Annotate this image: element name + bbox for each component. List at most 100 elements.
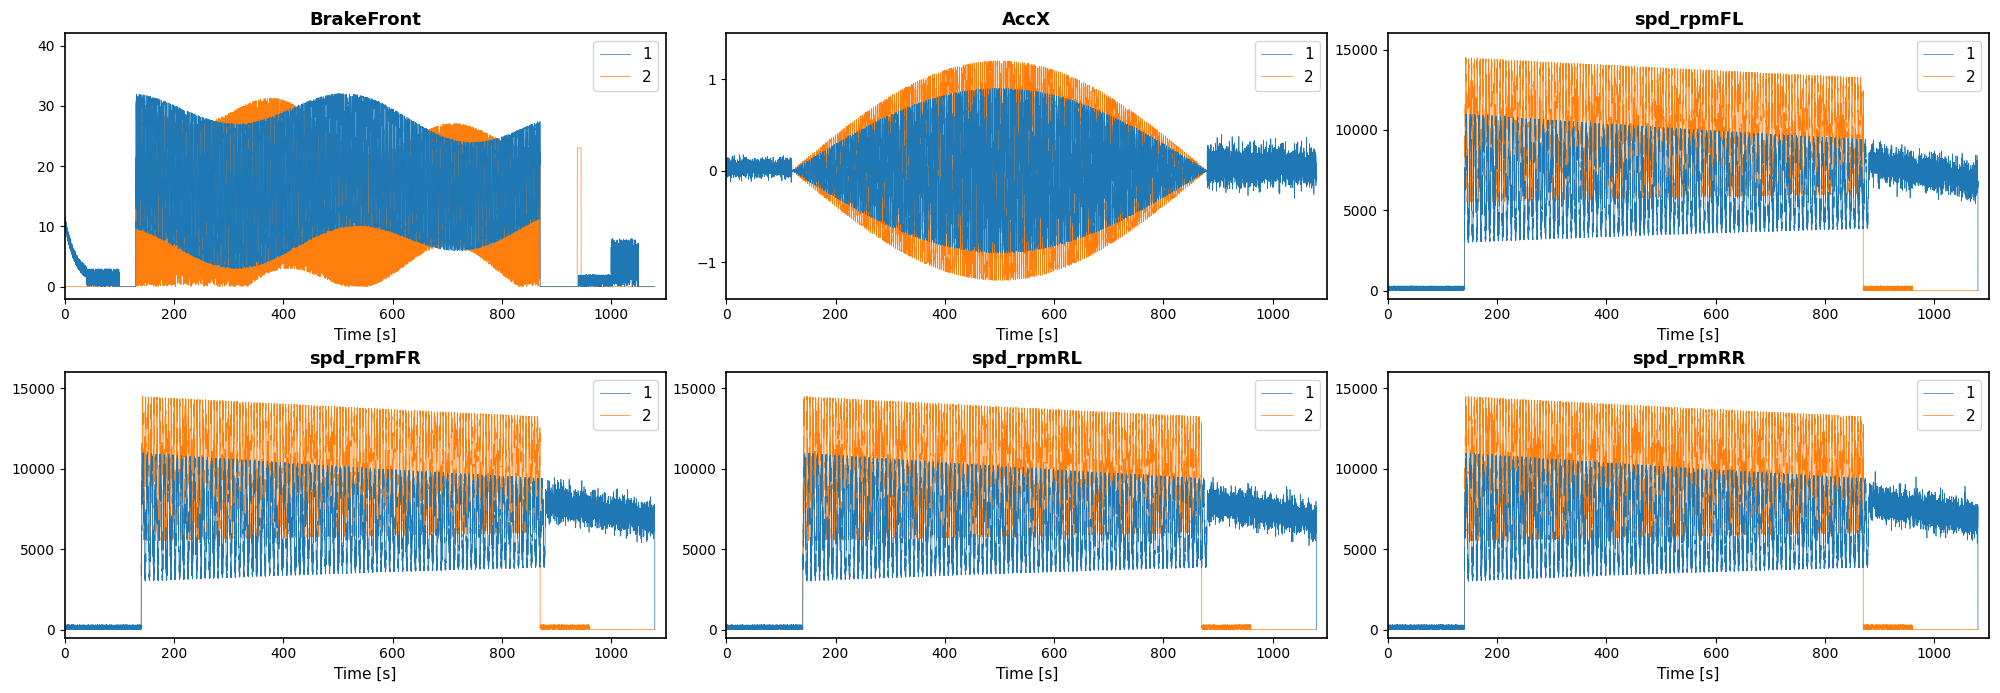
Legend: 1, 2: 1, 2 [1916,41,1982,91]
1 [1906,174,1930,182]
Title: AccX: AccX [1002,11,1052,29]
1 [132,448,156,457]
1 [1888,504,1912,512]
1 [1296,168,1320,177]
2 [1906,286,1930,295]
2 [1304,166,1328,175]
Line: 1: 1 [726,88,1316,253]
1 [430,566,454,574]
2 [1304,166,1328,175]
Legend: 1, 2: 1, 2 [1256,41,1320,91]
1 [1906,500,1930,509]
2 [1966,286,1990,295]
1 [1244,499,1268,507]
2 [582,625,606,633]
X-axis label: Time [s]: Time [s] [996,667,1058,682]
1 [1888,152,1912,160]
1 [1376,283,1400,291]
2 [430,516,454,524]
2 [714,624,738,633]
Line: 1: 1 [1388,453,1978,629]
1 [582,271,606,279]
2 [1888,624,1912,632]
X-axis label: Time [s]: Time [s] [334,667,396,682]
2 [980,114,1004,122]
2 [52,283,76,291]
2 [642,283,666,291]
1 [992,249,1016,257]
1 [566,491,590,500]
1 [318,550,342,559]
2 [1966,625,1990,633]
2 [1454,392,1478,401]
1 [1304,160,1328,168]
2 [1964,625,1988,633]
1 [52,218,76,226]
Line: 1: 1 [726,453,1316,629]
2 [578,625,602,633]
Line: 1: 1 [1388,114,1978,290]
1 [714,163,738,171]
2 [1642,191,1666,199]
2 [258,94,282,102]
1 [430,135,454,143]
1 [1454,110,1478,119]
1 [318,103,342,112]
Line: 2: 2 [1388,58,1978,290]
2 [430,134,454,142]
Line: 2: 2 [64,98,654,287]
1 [642,283,666,291]
1 [1090,566,1114,574]
1 [634,508,658,516]
1 [642,283,666,291]
2 [1752,179,1776,187]
1 [1376,625,1400,633]
2 [796,392,820,401]
2 [642,625,666,633]
2 [1752,526,1776,534]
Line: 2: 2 [726,61,1316,281]
Line: 1: 1 [64,94,654,287]
1 [328,89,352,98]
1 [1228,152,1252,161]
2 [1090,523,1114,532]
2 [1642,532,1666,540]
2 [634,283,658,291]
2 [582,283,606,291]
2 [1228,166,1252,175]
X-axis label: Time [s]: Time [s] [1658,667,1720,682]
Title: spd_rpmRL: spd_rpmRL [972,350,1082,368]
1 [582,505,606,514]
2 [1964,286,1988,295]
1 [642,625,666,633]
1 [1304,148,1328,156]
1 [1642,550,1666,558]
1 [52,621,76,629]
Legend: 1, 2: 1, 2 [594,380,658,430]
2 [52,625,76,633]
2 [1900,625,1924,633]
1 [1454,448,1478,457]
2 [1958,625,1982,633]
1 [1966,625,1990,633]
1 [634,283,658,291]
Title: spd_rpmRR: spd_rpmRR [1632,350,1744,368]
2 [1906,625,1930,633]
X-axis label: Time [s]: Time [s] [996,328,1058,343]
Line: 1: 1 [64,453,654,629]
2 [1090,159,1114,168]
2 [1888,284,1912,292]
2 [714,161,738,170]
Legend: 1, 2: 1, 2 [594,41,658,91]
X-axis label: Time [s]: Time [s] [334,328,396,343]
2 [980,530,1004,538]
2 [1296,166,1320,175]
2 [318,531,342,539]
X-axis label: Time [s]: Time [s] [1658,328,1720,343]
1 [1958,175,1982,183]
2 [1244,166,1268,175]
1 [1296,505,1320,513]
1 [1964,191,1988,199]
1 [1964,511,1988,519]
2 [1900,286,1924,295]
